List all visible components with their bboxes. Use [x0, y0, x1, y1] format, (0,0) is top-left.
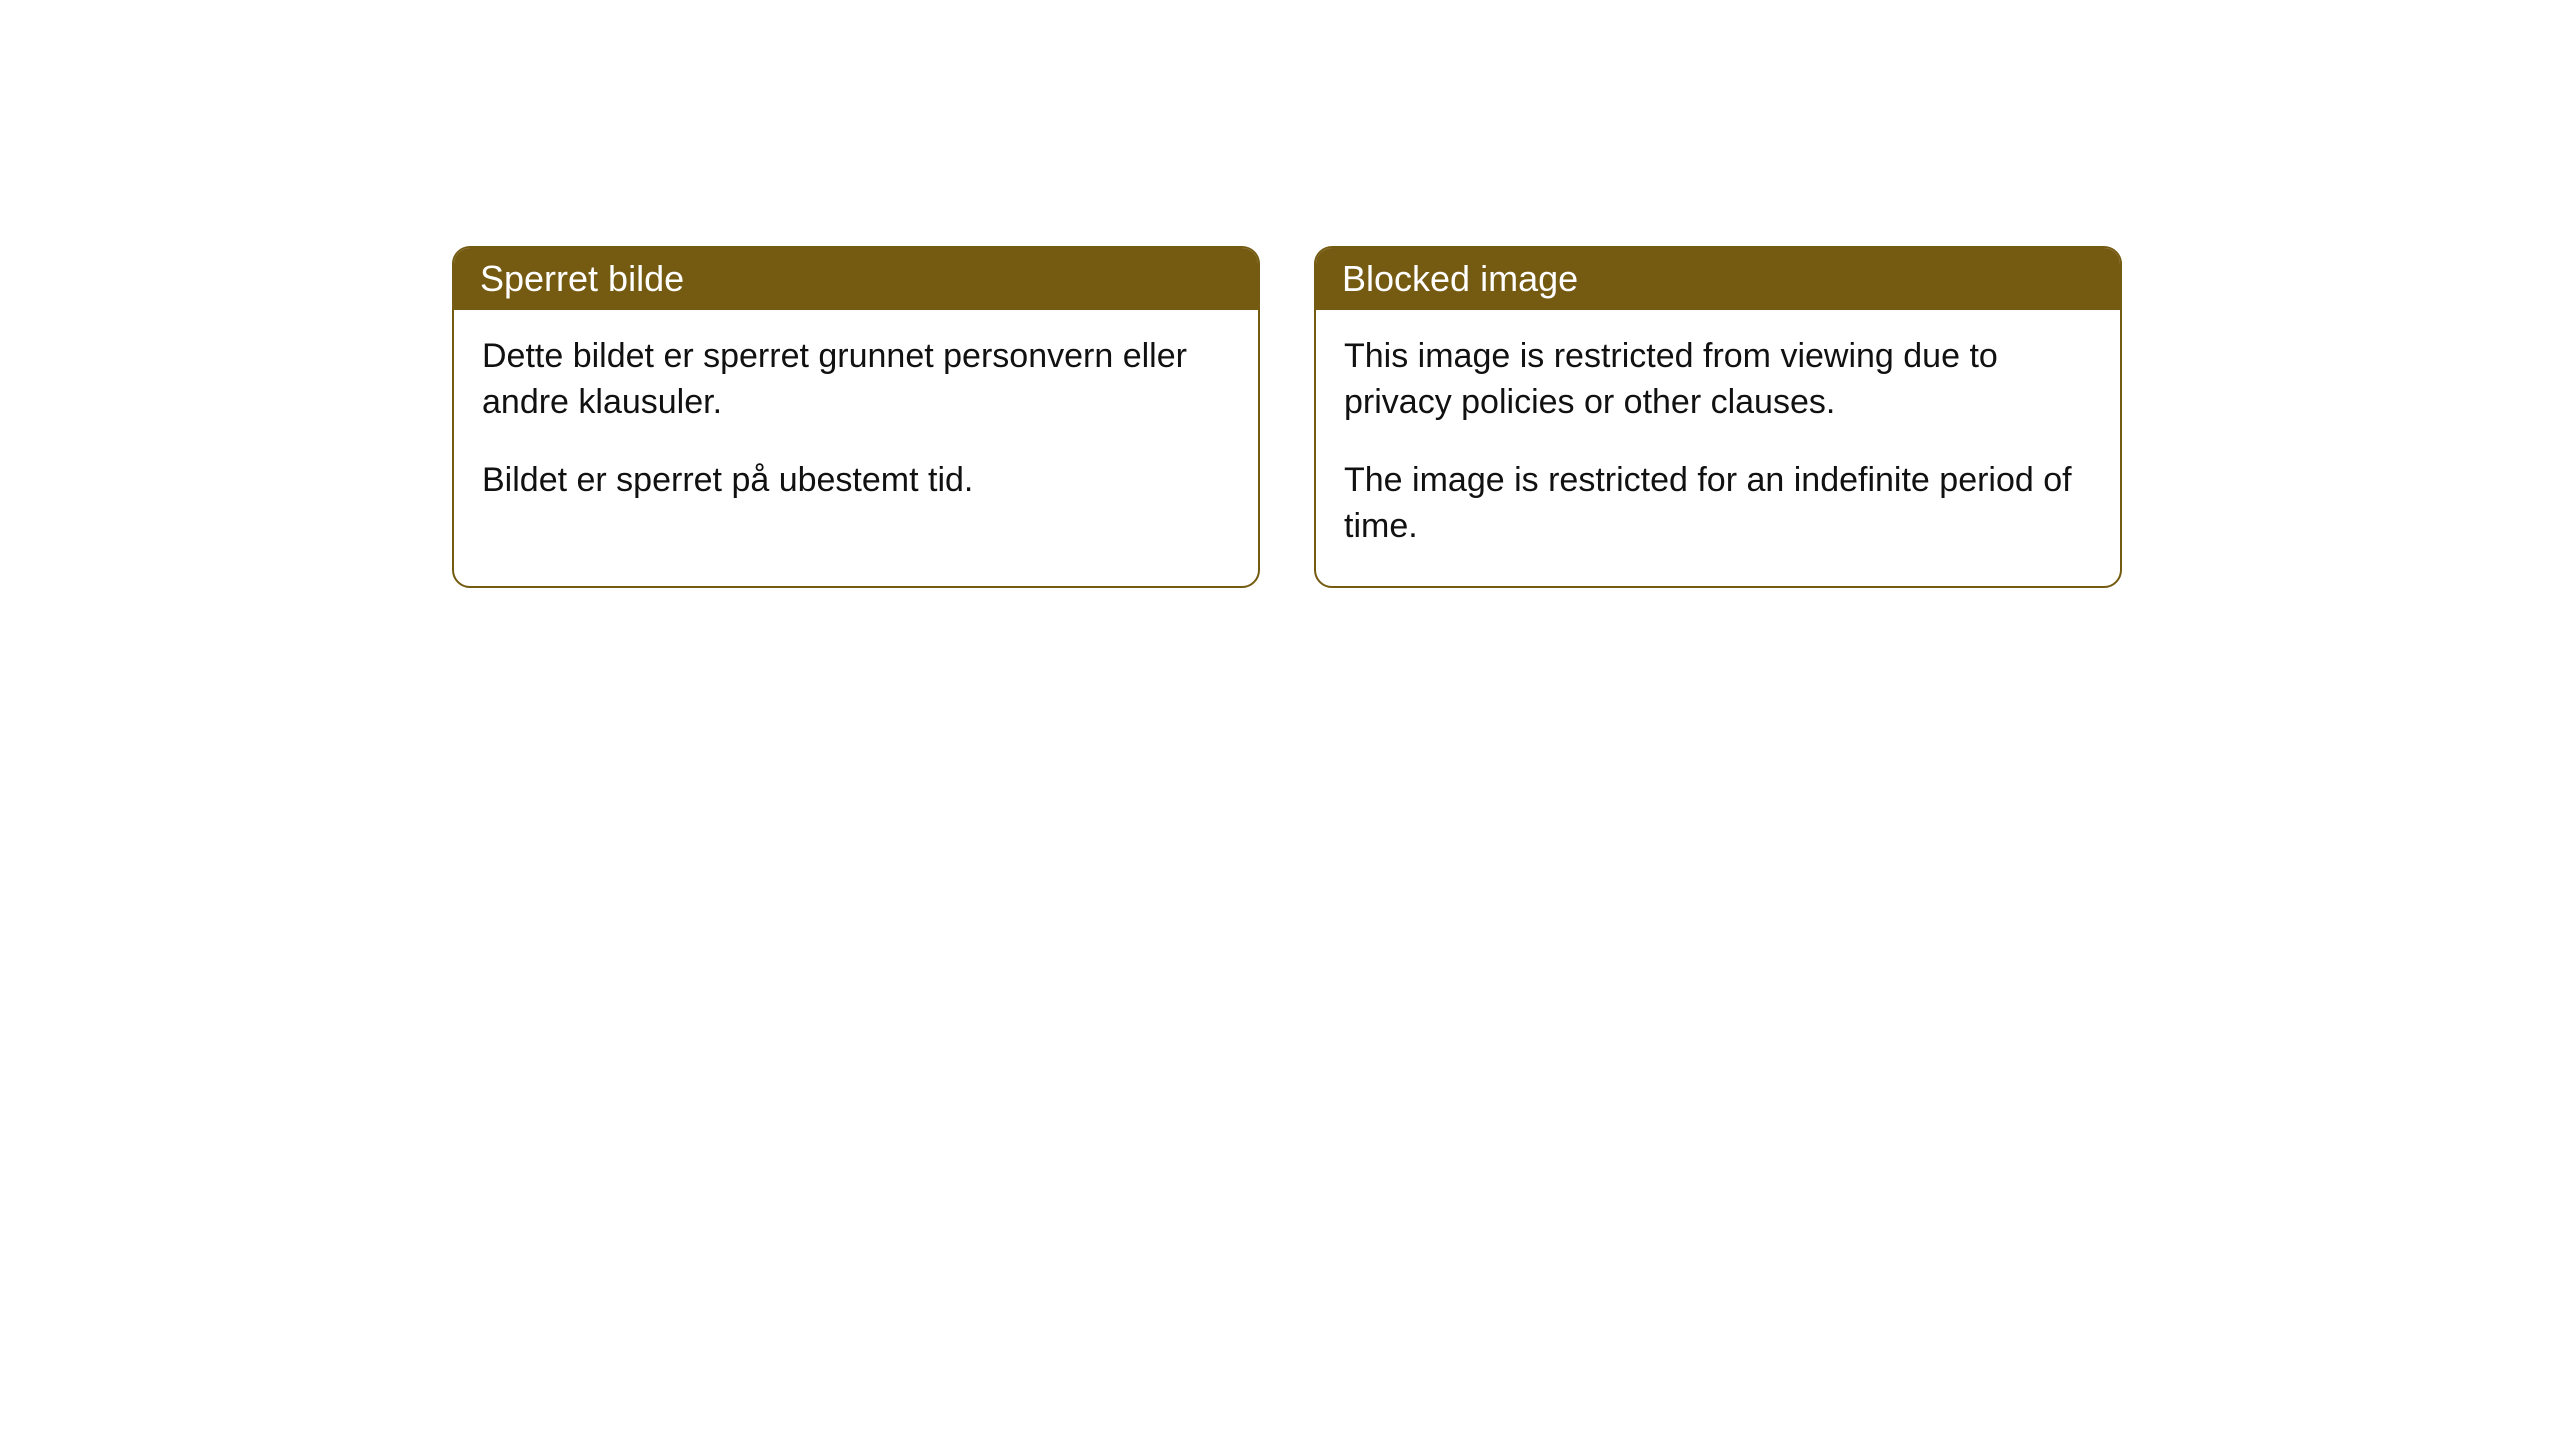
- notice-container: Sperret bilde Dette bildet er sperret gr…: [452, 246, 2122, 588]
- notice-body-english: This image is restricted from viewing du…: [1316, 310, 2120, 586]
- notice-header-english: Blocked image: [1316, 248, 2120, 310]
- notice-header-norwegian: Sperret bilde: [454, 248, 1258, 310]
- notice-paragraph: This image is restricted from viewing du…: [1344, 334, 2092, 426]
- notice-paragraph: The image is restricted for an indefinit…: [1344, 458, 2092, 550]
- notice-card-english: Blocked image This image is restricted f…: [1314, 246, 2122, 588]
- notice-body-norwegian: Dette bildet er sperret grunnet personve…: [454, 310, 1258, 540]
- notice-paragraph: Dette bildet er sperret grunnet personve…: [482, 334, 1230, 426]
- notice-card-norwegian: Sperret bilde Dette bildet er sperret gr…: [452, 246, 1260, 588]
- notice-paragraph: Bildet er sperret på ubestemt tid.: [482, 458, 1230, 504]
